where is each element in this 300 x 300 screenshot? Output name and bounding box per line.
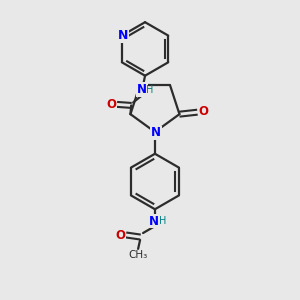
Text: N: N (137, 83, 147, 96)
Text: H: H (159, 216, 167, 226)
Text: N: N (151, 127, 161, 140)
Text: O: O (106, 98, 116, 111)
Text: CH₃: CH₃ (128, 250, 148, 260)
Text: O: O (198, 105, 208, 118)
Text: N: N (149, 214, 159, 228)
Text: O: O (115, 229, 125, 242)
Text: N: N (118, 29, 128, 42)
Text: H: H (146, 85, 154, 94)
